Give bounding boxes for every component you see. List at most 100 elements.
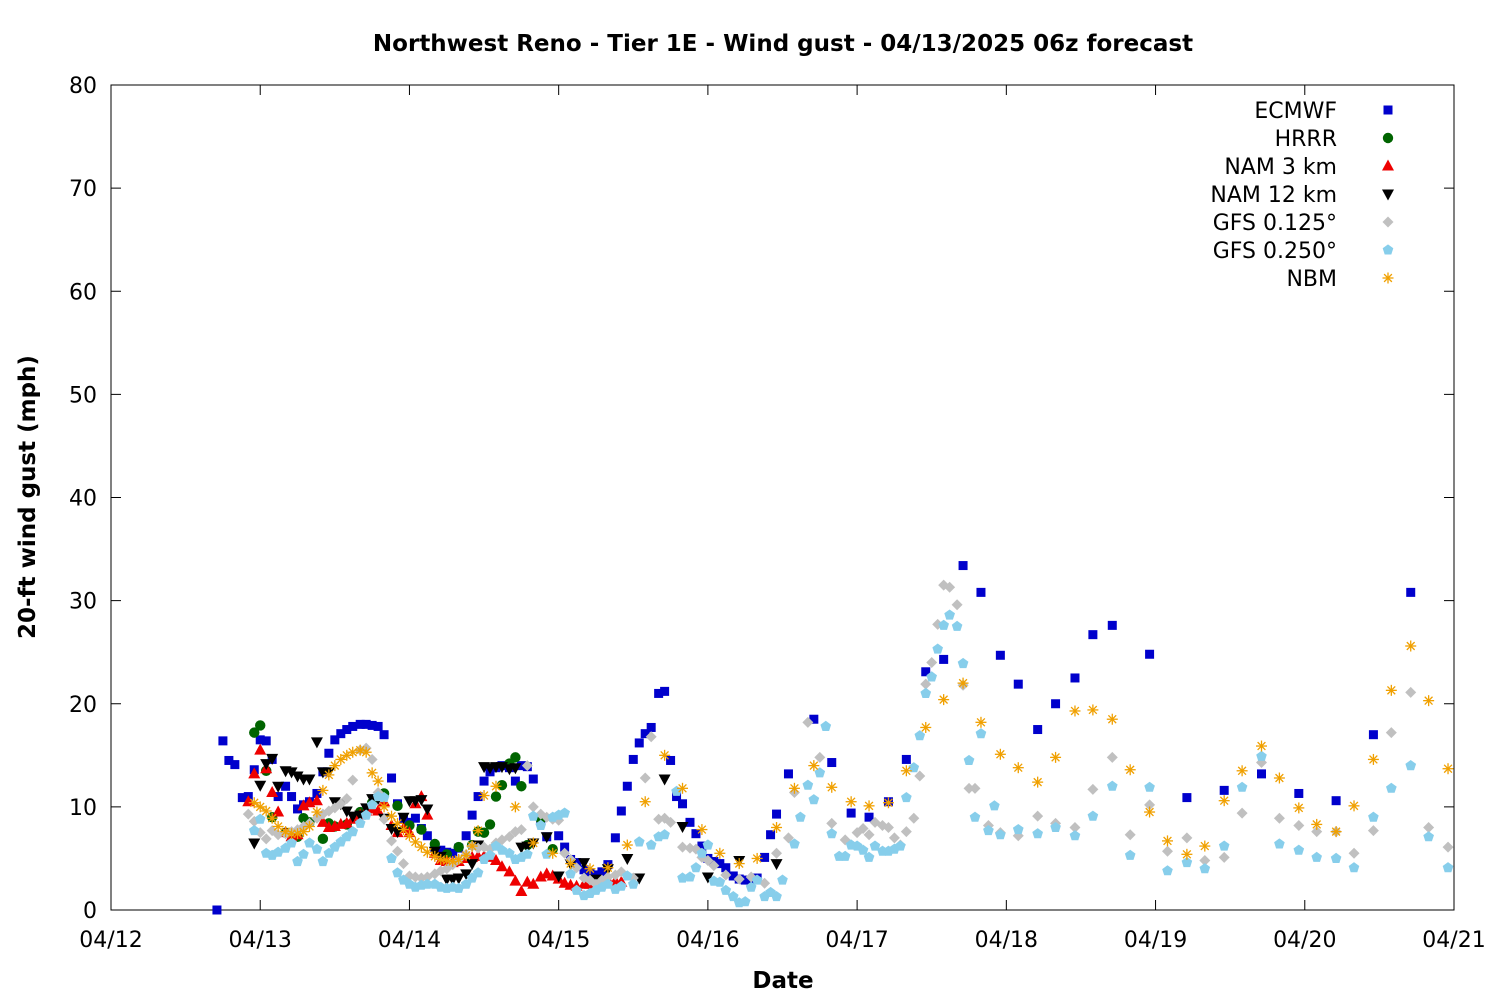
data-point <box>528 774 538 784</box>
data-point <box>733 858 745 870</box>
data-point <box>690 862 702 873</box>
data-point <box>771 822 783 833</box>
data-point <box>659 749 671 761</box>
data-point <box>286 837 297 848</box>
data-point <box>1218 840 1230 851</box>
data-point <box>348 721 358 731</box>
data-point <box>802 716 814 728</box>
data-point <box>535 819 547 830</box>
data-point <box>995 829 1006 840</box>
data-point <box>957 677 969 689</box>
data-point <box>969 811 981 822</box>
data-point <box>944 581 956 593</box>
data-point <box>1348 800 1360 812</box>
data-point <box>1274 838 1285 849</box>
data-point <box>1442 862 1454 873</box>
legend-marker <box>1382 132 1394 144</box>
data-point <box>1070 673 1080 683</box>
data-point <box>863 800 875 812</box>
data-point <box>684 871 696 882</box>
data-point <box>914 770 926 782</box>
data-point <box>260 759 273 771</box>
data-point <box>266 785 279 797</box>
legend-label: GFS 0.250° <box>1213 239 1337 264</box>
data-point <box>230 760 240 770</box>
data-point <box>766 830 776 840</box>
data-point <box>1144 781 1155 792</box>
data-point <box>510 776 520 786</box>
data-point <box>926 657 938 668</box>
data-point <box>654 688 664 698</box>
data-point <box>272 781 285 793</box>
data-point <box>1087 783 1099 795</box>
data-point <box>547 847 559 859</box>
data-point <box>610 833 620 843</box>
data-point <box>266 753 279 765</box>
data-point <box>254 801 266 813</box>
data-point <box>888 832 900 844</box>
data-point <box>509 763 522 775</box>
data-points <box>212 561 1454 915</box>
data-point <box>1050 821 1061 832</box>
data-point <box>702 839 714 850</box>
data-point <box>759 877 771 889</box>
data-point <box>212 905 222 915</box>
data-point <box>951 620 963 631</box>
data-point <box>994 748 1006 760</box>
data-point <box>827 758 837 768</box>
data-point <box>1107 620 1117 630</box>
data-point <box>658 774 671 786</box>
data-point <box>720 884 732 895</box>
legend-marker <box>1382 216 1394 228</box>
data-point <box>372 804 385 816</box>
data-point <box>826 828 838 839</box>
data-point <box>951 599 963 611</box>
data-point <box>386 810 398 822</box>
data-point <box>323 769 335 781</box>
data-point <box>372 775 384 787</box>
data-point <box>751 874 763 885</box>
data-point <box>857 844 869 855</box>
data-point <box>429 850 441 862</box>
data-point <box>260 833 272 845</box>
data-point <box>1236 781 1248 792</box>
data-point <box>1368 811 1379 822</box>
y-tick-label: 40 <box>69 487 97 512</box>
data-point <box>863 829 875 841</box>
data-point <box>324 748 334 758</box>
data-point <box>740 875 750 885</box>
data-point <box>504 847 515 858</box>
series-nam-12-km <box>248 737 783 886</box>
data-point <box>727 891 739 902</box>
data-point <box>645 839 657 850</box>
data-point <box>1311 851 1322 862</box>
data-point <box>335 798 347 810</box>
data-point <box>677 841 689 853</box>
data-point <box>772 809 782 819</box>
data-point <box>460 869 473 881</box>
data-point <box>1367 825 1379 837</box>
data-point <box>272 820 284 832</box>
data-point <box>452 873 465 885</box>
plot-border <box>110 84 1455 911</box>
y-tick-label: 70 <box>69 177 97 202</box>
x-tick-label: 04/14 <box>378 928 441 953</box>
data-point <box>616 880 627 891</box>
data-point <box>490 780 502 792</box>
data-point <box>478 790 490 802</box>
data-point <box>1069 830 1081 841</box>
data-point <box>297 799 310 811</box>
data-point <box>1293 802 1305 814</box>
data-point <box>552 871 565 883</box>
legend-marker <box>1383 105 1393 115</box>
data-point <box>864 812 874 822</box>
data-point <box>622 870 633 881</box>
data-point <box>1330 852 1342 863</box>
data-point <box>714 876 726 887</box>
data-point <box>975 728 987 739</box>
data-point <box>387 773 397 783</box>
data-point <box>559 847 571 859</box>
data-point <box>554 831 564 841</box>
data-point <box>777 874 788 885</box>
data-point <box>453 882 464 893</box>
